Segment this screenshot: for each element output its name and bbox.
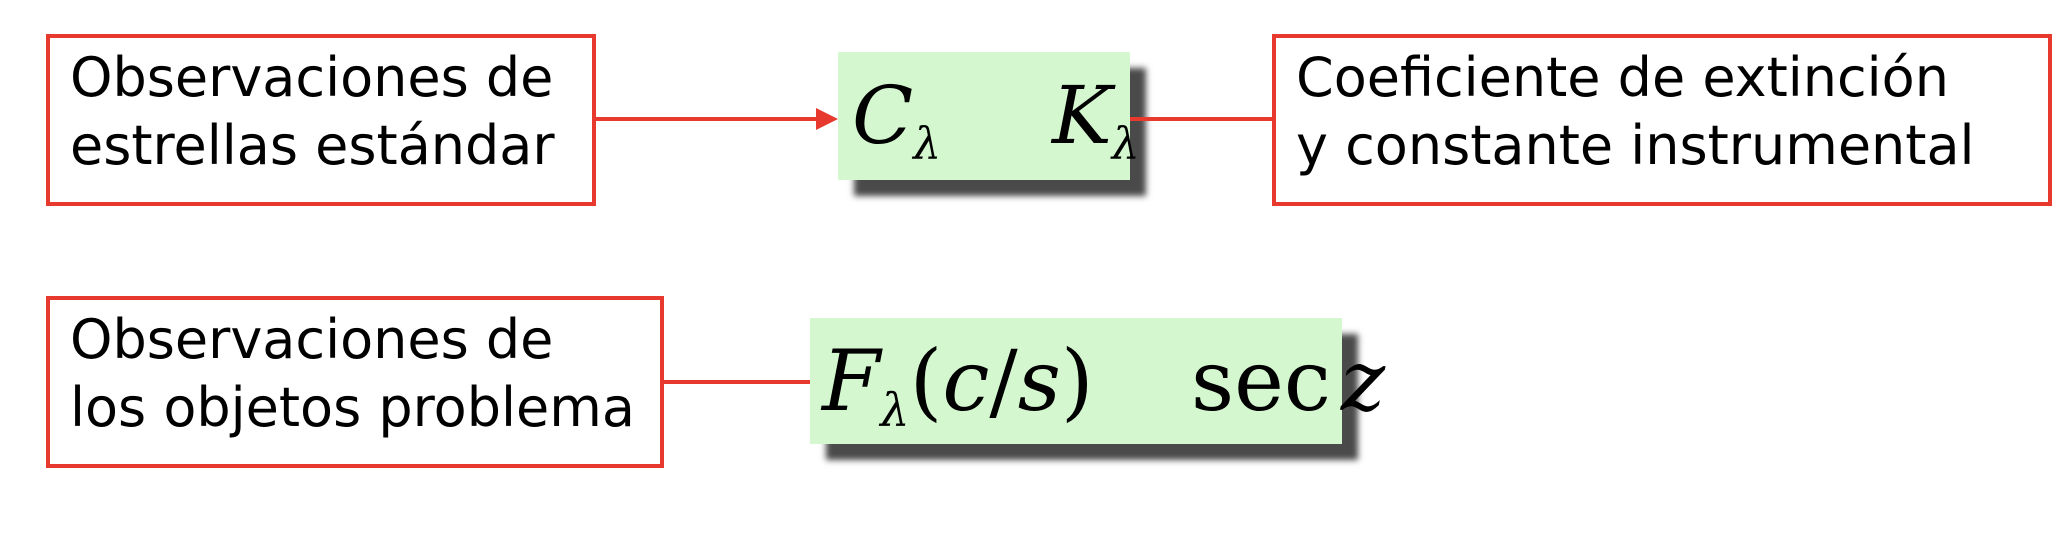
result-line2: y constante instrumental <box>1296 114 1975 177</box>
measurements-formula-box: Fλ(c/s) sec z <box>810 318 1385 444</box>
object-obs-line2: los objetos problema <box>70 376 635 439</box>
result-line1: Coeficiente de extinción <box>1296 46 1949 109</box>
object-observations-box: Observaciones de los objetos problema <box>46 296 664 468</box>
coefficients-formula-box: Cλ Kλ <box>838 52 1140 180</box>
k-lambda: Kλ <box>1051 69 1140 170</box>
arrowhead-icon <box>816 108 838 130</box>
line-coefficients-to-result <box>1130 117 1274 121</box>
line-objects-to-measurements <box>664 380 812 384</box>
extinction-coefficient-box: Coeficiente de extinción y constante ins… <box>1272 34 2052 206</box>
standard-obs-line2: estrellas estándar <box>70 114 555 177</box>
standard-stars-observations-box: Observaciones de estrellas estándar <box>46 34 596 206</box>
secant-zenith: sec z <box>1191 332 1386 430</box>
arrow-standard-to-coefficients <box>596 117 816 121</box>
standard-obs-line1: Observaciones de <box>70 46 554 109</box>
c-lambda: Cλ <box>852 69 942 170</box>
count-rate: (c/s) <box>909 332 1094 430</box>
f-lambda: Fλ <box>822 332 910 438</box>
object-obs-line1: Observaciones de <box>70 308 554 371</box>
